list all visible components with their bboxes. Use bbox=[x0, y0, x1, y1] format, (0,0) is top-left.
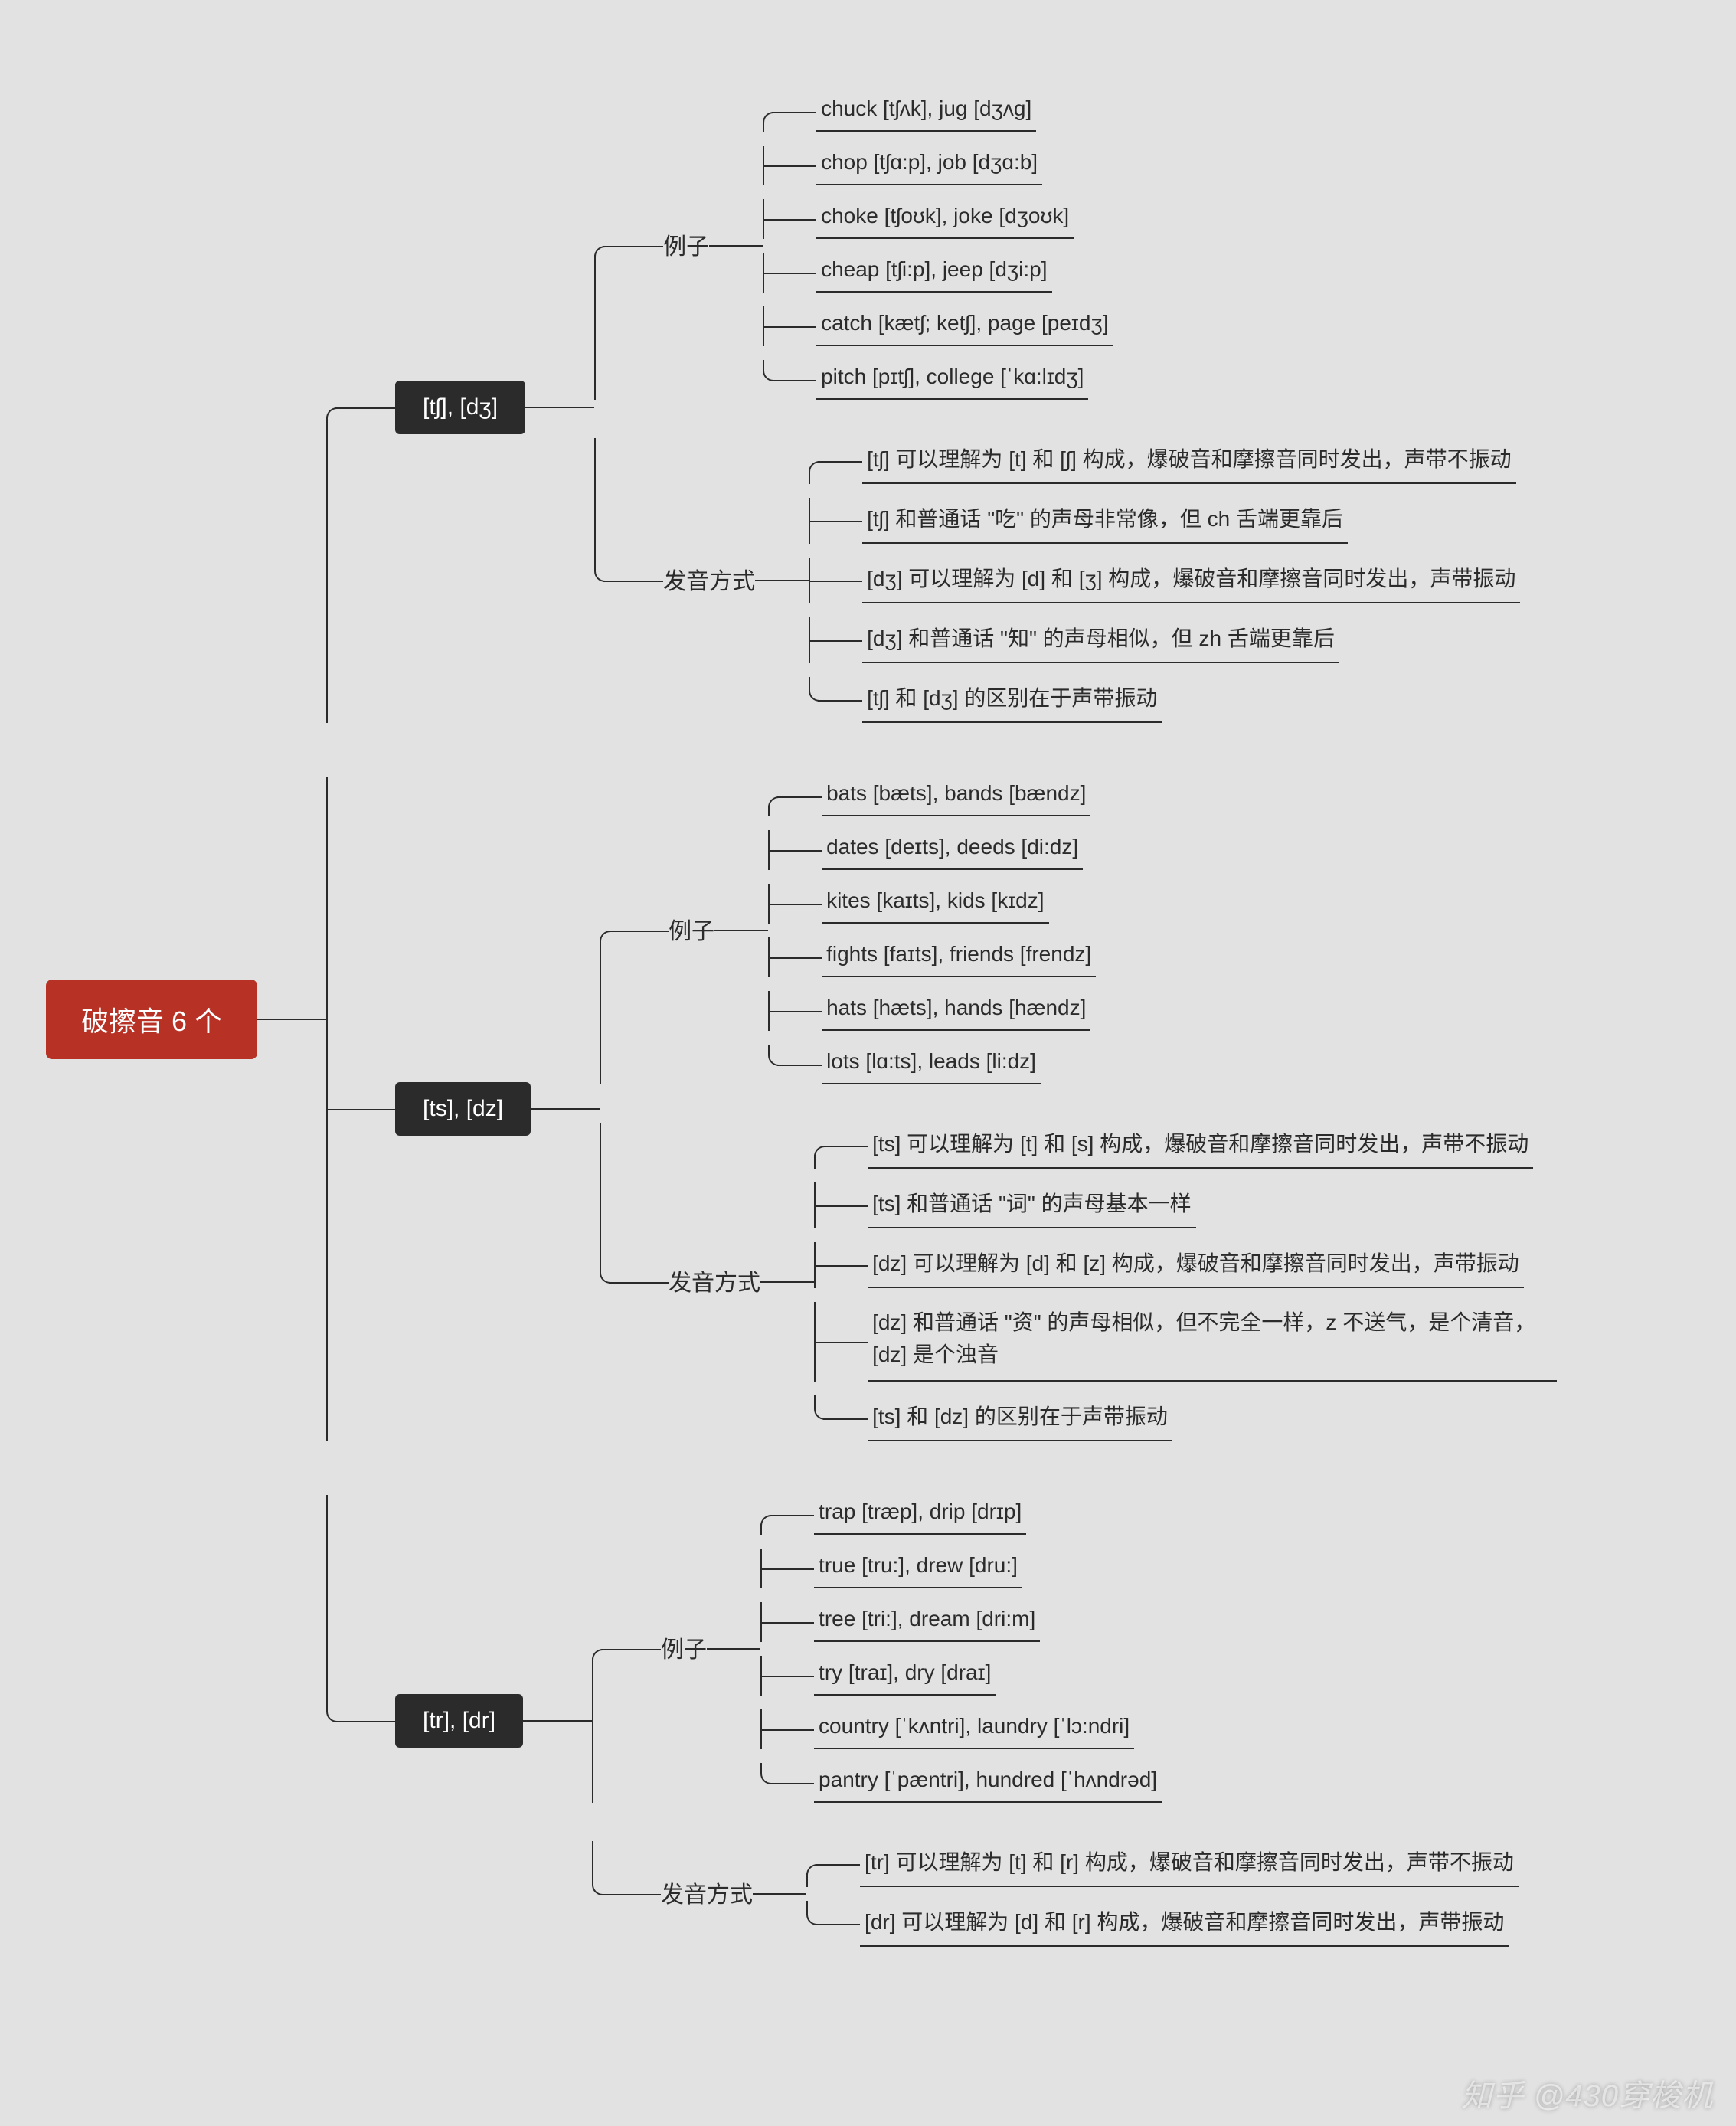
leaf-item: true [tru:], drew [dru:] bbox=[814, 1549, 1022, 1588]
leaf-item: dates [deɪts], deeds [di:dz] bbox=[822, 830, 1083, 870]
group-label: 例子 bbox=[663, 221, 709, 270]
mindmap-root: 破擦音 6 个 [tʃ], [dʒ] 例子 chuck [tʃʌk], jug [d… bbox=[46, 92, 1557, 1947]
leaf-item: try [traɪ], dry [draɪ] bbox=[814, 1656, 996, 1696]
root-node: 破擦音 6 个 bbox=[46, 980, 257, 1059]
leaf-item: [tʃ] 和 [dʒ] 的区别在于声带振动 bbox=[862, 677, 1162, 723]
group-label: 发音方式 bbox=[663, 556, 755, 605]
section-node: [tʃ], [dʒ] bbox=[395, 381, 525, 434]
group-label: 例子 bbox=[669, 906, 714, 955]
leaf-item: [dz] 可以理解为 [d] 和 [z] 构成，爆破音和摩擦音同时发出，声带振动 bbox=[868, 1242, 1524, 1288]
leaf-item: fights [faɪts], friends [frendz] bbox=[822, 937, 1096, 977]
leaf-item: chuck [tʃʌk], jug [dʒʌg] bbox=[816, 92, 1036, 132]
leaf-item: tree [tri:], dream [dri:m] bbox=[814, 1602, 1040, 1642]
section-node: [tr], [dr] bbox=[395, 1694, 523, 1748]
group-label: 例子 bbox=[661, 1624, 707, 1673]
leaf-item: [tr] 可以理解为 [t] 和 [r] 构成，爆破音和摩擦音同时发出，声带不振… bbox=[860, 1841, 1519, 1887]
group-label: 发音方式 bbox=[669, 1258, 760, 1307]
leaf-item: chop [tʃɑ:p], job [dʒɑ:b] bbox=[816, 146, 1042, 185]
leaf-item: bats [bæts], bands [bændz] bbox=[822, 777, 1090, 816]
leaf-item: [tʃ] 可以理解为 [t] 和 [ʃ] 构成，爆破音和摩擦音同时发出，声带不振… bbox=[862, 438, 1516, 484]
leaf-item: trap [træp], drip [drɪp] bbox=[814, 1495, 1026, 1535]
leaf-item: [dʒ] 和普通话 "知" 的声母相似，但 zh 舌端更靠后 bbox=[862, 617, 1339, 663]
section-node: [ts], [dz] bbox=[395, 1082, 531, 1136]
leaf-item: lots [lɑ:ts], leads [li:dz] bbox=[822, 1045, 1041, 1084]
leaf-item: country [ˈkʌntri], laundry [ˈlɔ:ndri] bbox=[814, 1709, 1134, 1749]
leaf-item: catch [kætʃ; ketʃ], page [peɪdʒ] bbox=[816, 306, 1113, 346]
leaf-item: [dʒ] 可以理解为 [d] 和 [ʒ] 构成，爆破音和摩擦音同时发出，声带振动 bbox=[862, 558, 1520, 603]
leaf-item: pitch [pɪtʃ], college [ˈkɑ:lɪdʒ] bbox=[816, 360, 1088, 400]
watermark: 知乎 @430穿梭机 bbox=[1462, 2071, 1713, 2115]
leaf-item: kites [kaɪts], kids [kɪdz] bbox=[822, 884, 1048, 924]
group-label: 发音方式 bbox=[661, 1869, 753, 1918]
leaf-item: [ts] 可以理解为 [t] 和 [s] 构成，爆破音和摩擦音同时发出，声带不振… bbox=[868, 1123, 1533, 1169]
leaf-item: cheap [tʃi:p], jeep [dʒi:p] bbox=[816, 253, 1051, 293]
leaf-item: [ts] 和 [dz] 的区别在于声带振动 bbox=[868, 1395, 1172, 1441]
leaf-item: [ts] 和普通话 "词" 的声母基本一样 bbox=[868, 1182, 1196, 1228]
leaf-item: pantry [ˈpæntri], hundred [ˈhʌndrəd] bbox=[814, 1763, 1162, 1803]
leaf-item: [dr] 可以理解为 [d] 和 [r] 构成，爆破音和摩擦音同时发出，声带振动 bbox=[860, 1901, 1509, 1947]
leaf-item: hats [hæts], hands [hændz] bbox=[822, 991, 1090, 1031]
leaf-item: [dz] 和普通话 "资" 的声母相似，但不完全一样，z 不送气，是个清音，[d… bbox=[868, 1302, 1557, 1382]
leaf-item: [tʃ] 和普通话 "吃" 的声母非常像，但 ch 舌端更靠后 bbox=[862, 498, 1348, 544]
leaf-item: choke [tʃoʊk], joke [dʒoʊk] bbox=[816, 199, 1074, 239]
